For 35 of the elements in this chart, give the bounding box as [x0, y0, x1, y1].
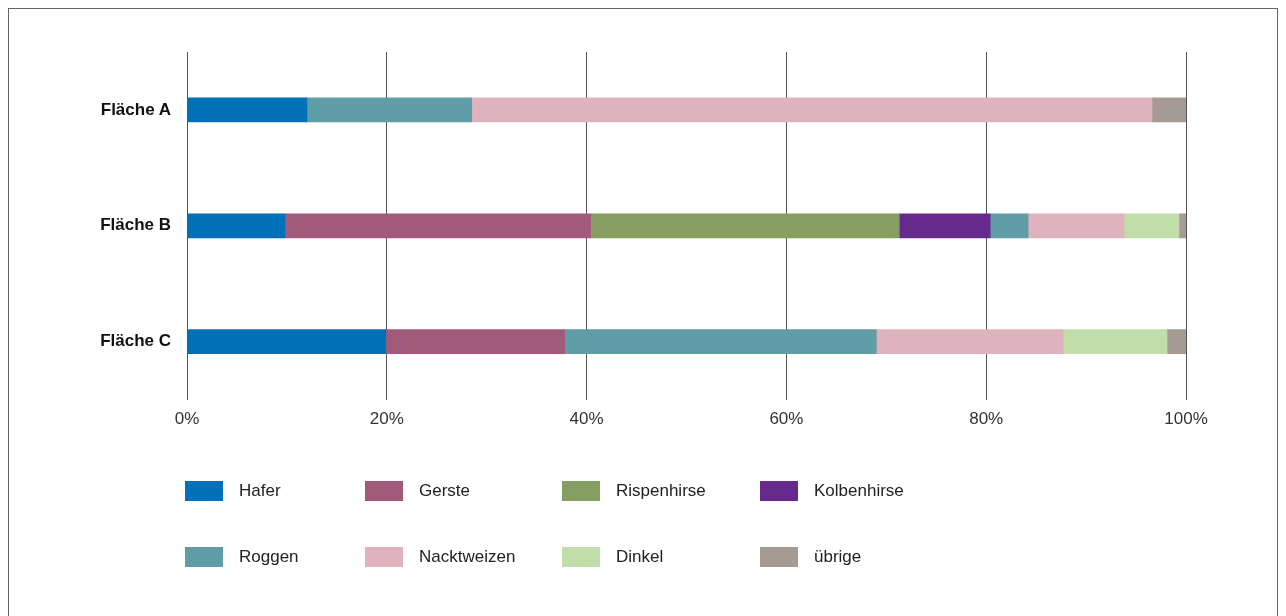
y-tick-label: Fläche C: [100, 331, 171, 351]
legend-label: Gerste: [419, 481, 471, 501]
bar: [1027, 213, 1125, 239]
legend-label: Nacktweizen: [419, 547, 516, 567]
bar: [306, 97, 473, 123]
legend-label: Rispenhirse: [616, 481, 706, 501]
bar: [875, 329, 1064, 354]
bar: [1151, 97, 1186, 123]
bar: [1062, 329, 1168, 354]
bar: [898, 213, 991, 239]
legend-label: Kolbenhirse: [814, 481, 904, 501]
legend-label: Roggen: [239, 547, 299, 567]
bar: [187, 213, 286, 239]
legend-label: übrige: [814, 547, 862, 567]
bar: [471, 97, 1153, 123]
bar: [385, 329, 565, 354]
bar: [564, 329, 877, 354]
bar: [989, 213, 1029, 239]
x-tick-label: 40%: [569, 409, 604, 429]
bar: [1166, 329, 1186, 354]
bar: [1178, 213, 1186, 239]
bar: [187, 97, 308, 123]
y-tick-label: Fläche A: [100, 99, 171, 119]
y-tick-label: Fläche B: [100, 215, 171, 235]
bar: [284, 213, 591, 239]
x-tick-label: 60%: [769, 409, 804, 429]
bar: [590, 213, 900, 239]
bar: [1123, 213, 1180, 239]
x-tick-label: 100%: [1164, 409, 1208, 429]
legend-label: Hafer: [239, 481, 281, 501]
x-tick-label: 0%: [174, 409, 200, 429]
bar: [187, 329, 387, 354]
x-tick-label: 80%: [969, 409, 1004, 429]
x-tick-label: 20%: [369, 409, 404, 429]
legend-label: Dinkel: [616, 547, 664, 567]
